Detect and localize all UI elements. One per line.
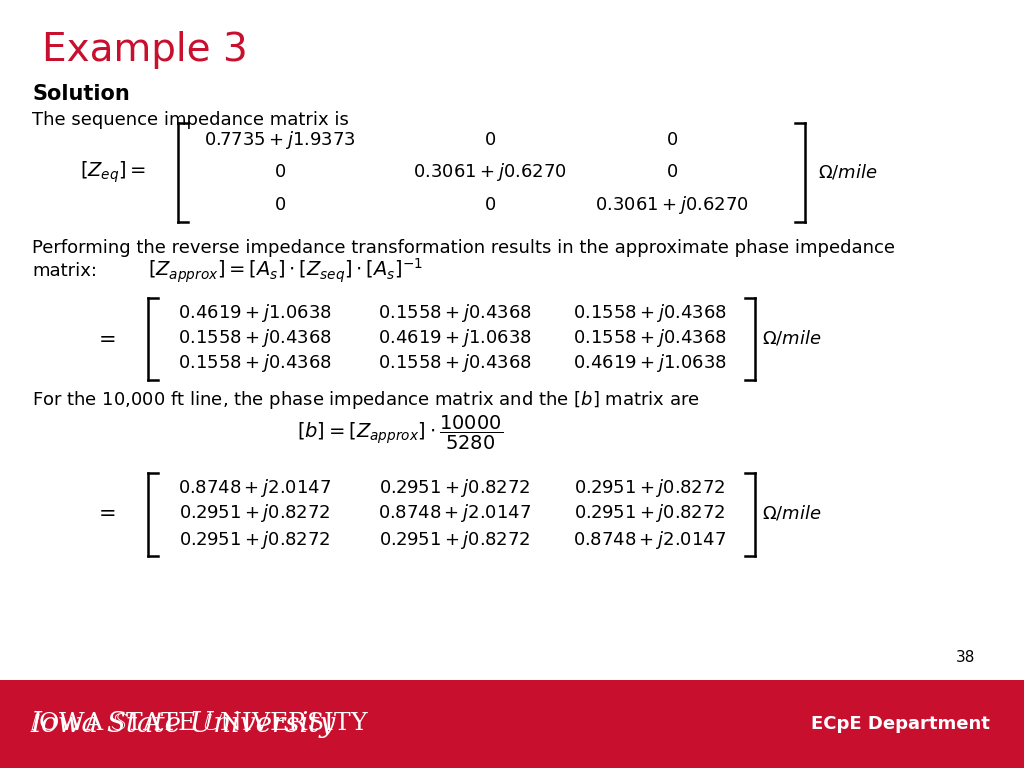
Bar — [0, 680, 1024, 768]
Text: $0$: $0$ — [274, 196, 286, 214]
Text: $0.2951 + j0.8272$: $0.2951 + j0.8272$ — [574, 502, 726, 524]
Text: $=$: $=$ — [94, 329, 116, 347]
Text: $0.3061 + j0.6270$: $0.3061 + j0.6270$ — [595, 194, 749, 216]
Text: For the 10,000 ft line, the phase impedance matrix and the $[b]$ matrix are: For the 10,000 ft line, the phase impeda… — [32, 389, 699, 411]
Text: $0.8748 + j2.0147$: $0.8748 + j2.0147$ — [178, 477, 332, 499]
Text: $\Omega/mile$: $\Omega/mile$ — [762, 504, 821, 522]
Text: $0.2951 + j0.8272$: $0.2951 + j0.8272$ — [179, 529, 331, 551]
Text: $0.1558 + j0.4368$: $0.1558 + j0.4368$ — [378, 302, 531, 324]
Text: $0.3061 + j0.6270$: $0.3061 + j0.6270$ — [413, 161, 567, 183]
Text: Solution: Solution — [32, 84, 130, 104]
Text: $0.8748 + j2.0147$: $0.8748 + j2.0147$ — [379, 502, 531, 524]
Text: $0.2951 + j0.8272$: $0.2951 + j0.8272$ — [379, 477, 530, 499]
Text: $0.1558 + j0.4368$: $0.1558 + j0.4368$ — [573, 302, 727, 324]
Text: $0.1558 + j0.4368$: $0.1558 + j0.4368$ — [178, 352, 332, 374]
Text: matrix:: matrix: — [32, 262, 97, 280]
Text: $0.4619 + j1.0638$: $0.4619 + j1.0638$ — [178, 302, 332, 324]
Text: $=$: $=$ — [94, 504, 116, 522]
Text: $0.1558 + j0.4368$: $0.1558 + j0.4368$ — [378, 352, 531, 374]
Text: $0.4619 + j1.0638$: $0.4619 + j1.0638$ — [378, 327, 531, 349]
Text: $0$: $0$ — [484, 196, 496, 214]
Text: $0.8748 + j2.0147$: $0.8748 + j2.0147$ — [573, 529, 727, 551]
Text: $\Omega/mile$: $\Omega/mile$ — [818, 163, 878, 181]
Text: $0.4619 + j1.0638$: $0.4619 + j1.0638$ — [573, 352, 727, 374]
Text: ECpE Department: ECpE Department — [811, 715, 990, 733]
Text: Example 3: Example 3 — [42, 31, 248, 69]
Text: 38: 38 — [955, 650, 975, 666]
Text: $0.2951 + j0.8272$: $0.2951 + j0.8272$ — [574, 477, 726, 499]
Text: Iowa State University: Iowa State University — [30, 710, 335, 737]
Text: $0$: $0$ — [274, 163, 286, 181]
Text: $0.2951 + j0.8272$: $0.2951 + j0.8272$ — [379, 529, 530, 551]
Text: $\mathbb{I}$OWA $\mathbb{S}$TATE $\mathbb{U}$NIVERSITY: $\mathbb{I}$OWA $\mathbb{S}$TATE $\mathb… — [30, 713, 369, 736]
Text: $[Z_{approx}] = [A_s] \cdot [Z_{seq}] \cdot [A_s]^{-1}$: $[Z_{approx}] = [A_s] \cdot [Z_{seq}] \c… — [148, 257, 423, 285]
Text: $0.1558 + j0.4368$: $0.1558 + j0.4368$ — [178, 327, 332, 349]
Text: $0$: $0$ — [666, 163, 678, 181]
Text: The sequence impedance matrix is: The sequence impedance matrix is — [32, 111, 349, 129]
Text: $[b] = [Z_{approx}] \cdot \dfrac{10000}{5280}$: $[b] = [Z_{approx}] \cdot \dfrac{10000}{… — [297, 414, 503, 452]
Text: $0$: $0$ — [484, 131, 496, 149]
Text: $\Omega/mile$: $\Omega/mile$ — [762, 329, 821, 347]
Text: $0.2951 + j0.8272$: $0.2951 + j0.8272$ — [179, 502, 331, 524]
Text: $[Z_{eq}] =$: $[Z_{eq}] =$ — [80, 159, 146, 185]
Text: Performing the reverse impedance transformation results in the approximate phase: Performing the reverse impedance transfo… — [32, 239, 895, 257]
Text: $0$: $0$ — [666, 131, 678, 149]
Text: $0.1558 + j0.4368$: $0.1558 + j0.4368$ — [573, 327, 727, 349]
Text: $0.7735 + j1.9373$: $0.7735 + j1.9373$ — [204, 129, 356, 151]
